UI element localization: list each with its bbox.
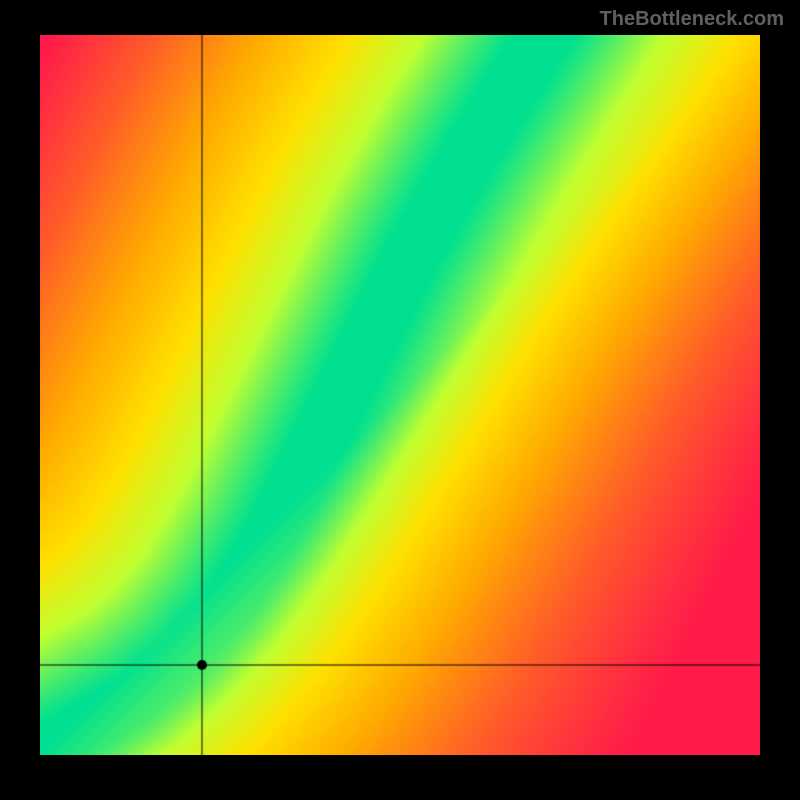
- plot-area: [40, 35, 760, 755]
- watermark-text: TheBottleneck.com: [600, 8, 784, 31]
- chart-container: TheBottleneck.com: [0, 0, 800, 800]
- heatmap-canvas: [40, 35, 760, 755]
